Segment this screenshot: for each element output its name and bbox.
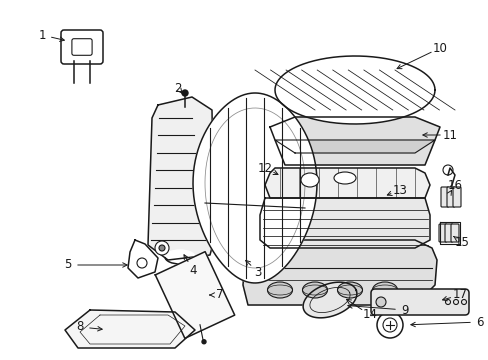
Text: 7: 7 xyxy=(216,288,224,302)
Text: 17: 17 xyxy=(451,288,467,302)
Circle shape xyxy=(182,90,187,96)
Text: 6: 6 xyxy=(475,315,483,328)
Polygon shape xyxy=(148,97,214,260)
Ellipse shape xyxy=(372,282,397,298)
Text: 16: 16 xyxy=(447,179,462,192)
Polygon shape xyxy=(274,56,434,124)
Ellipse shape xyxy=(301,173,318,187)
Text: 8: 8 xyxy=(76,320,83,333)
Ellipse shape xyxy=(164,250,195,264)
Ellipse shape xyxy=(280,117,429,143)
Polygon shape xyxy=(128,240,158,278)
FancyBboxPatch shape xyxy=(446,187,454,207)
Text: 1: 1 xyxy=(38,28,46,41)
Circle shape xyxy=(376,312,402,338)
Polygon shape xyxy=(264,168,429,198)
Circle shape xyxy=(375,297,385,307)
Polygon shape xyxy=(65,310,195,348)
FancyBboxPatch shape xyxy=(450,224,458,242)
FancyBboxPatch shape xyxy=(452,187,460,207)
Text: 4: 4 xyxy=(189,264,196,276)
Polygon shape xyxy=(193,93,316,283)
Polygon shape xyxy=(155,252,234,338)
FancyBboxPatch shape xyxy=(61,30,103,64)
Text: 2: 2 xyxy=(174,81,182,95)
Ellipse shape xyxy=(267,282,292,298)
FancyBboxPatch shape xyxy=(440,187,448,207)
Text: 3: 3 xyxy=(254,266,261,279)
Polygon shape xyxy=(274,140,434,153)
Text: 12: 12 xyxy=(257,162,272,175)
Text: 5: 5 xyxy=(64,258,72,271)
Text: 9: 9 xyxy=(401,303,408,316)
Circle shape xyxy=(159,245,164,251)
Text: 14: 14 xyxy=(362,309,377,321)
FancyBboxPatch shape xyxy=(444,224,452,242)
Polygon shape xyxy=(243,240,436,305)
Text: 10: 10 xyxy=(432,41,447,54)
Polygon shape xyxy=(269,117,439,165)
Polygon shape xyxy=(303,282,356,318)
FancyBboxPatch shape xyxy=(370,289,468,315)
FancyBboxPatch shape xyxy=(72,39,92,55)
Ellipse shape xyxy=(337,282,362,298)
Circle shape xyxy=(382,318,396,332)
FancyBboxPatch shape xyxy=(438,224,446,242)
Text: 15: 15 xyxy=(454,235,468,248)
Polygon shape xyxy=(260,198,429,248)
Ellipse shape xyxy=(333,172,355,184)
Text: 11: 11 xyxy=(442,129,457,141)
Text: 13: 13 xyxy=(392,184,407,197)
Circle shape xyxy=(155,241,169,255)
Ellipse shape xyxy=(302,282,327,298)
Circle shape xyxy=(202,340,205,344)
